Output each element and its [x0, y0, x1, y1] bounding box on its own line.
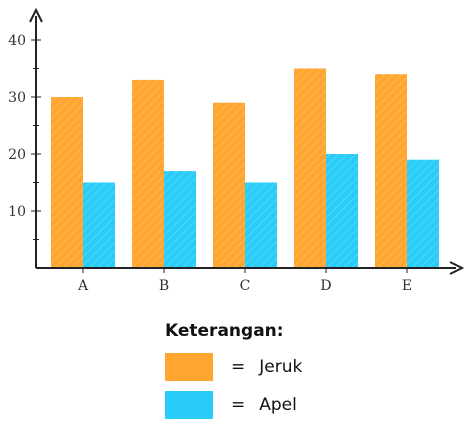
- legend-equals-sign: =: [231, 394, 246, 415]
- legend-title: Keterangan:: [165, 321, 284, 341]
- axes-layer: [29, 7, 465, 275]
- legend-item-apel: = Apel: [165, 390, 302, 419]
- y-tick-label-10: 10: [8, 204, 26, 220]
- legend-equals-sign: =: [231, 356, 246, 377]
- x-tick-label-b: B: [159, 278, 169, 294]
- labels-layer: 10 20 30 40 A B C D E: [8, 33, 412, 294]
- legend: Keterangan: = Jeruk = Apel: [165, 321, 302, 428]
- bar-texture-jeruk-c: [213, 102, 245, 268]
- bar-texture-apel-d: [326, 154, 358, 268]
- bar-texture-apel-b: [164, 171, 196, 268]
- y-tick-label-40: 40: [8, 33, 26, 49]
- legend-swatch-apel: [165, 390, 213, 419]
- legend-label-jeruk: Jeruk: [259, 356, 303, 377]
- x-tick-label-e: E: [402, 278, 412, 294]
- bar-texture-jeruk-d: [294, 68, 326, 268]
- y-axis-arrow: [29, 7, 43, 23]
- legend-swatch-jeruk: [165, 352, 213, 381]
- x-tick-label-c: C: [240, 278, 251, 294]
- x-tick-label-d: D: [320, 278, 331, 294]
- bar-texture-jeruk-e: [375, 74, 407, 268]
- bar-chart: 10 20 30 40 A B C D E: [8, 7, 465, 294]
- x-axis-arrow: [449, 261, 465, 275]
- bar-texture-apel-a: [83, 182, 115, 268]
- bar-texture-apel-e: [407, 159, 439, 268]
- x-tick-label-a: A: [77, 278, 89, 294]
- y-tick-label-20: 20: [8, 147, 26, 163]
- legend-label-apel: Apel: [259, 394, 297, 415]
- y-tick-label-30: 30: [8, 90, 26, 106]
- bar-texture-jeruk-a: [51, 97, 83, 268]
- bars-layer: [51, 68, 439, 269]
- bar-texture-jeruk-b: [132, 79, 164, 269]
- bar-texture-apel-c: [245, 182, 277, 268]
- legend-item-jeruk: = Jeruk: [165, 352, 302, 381]
